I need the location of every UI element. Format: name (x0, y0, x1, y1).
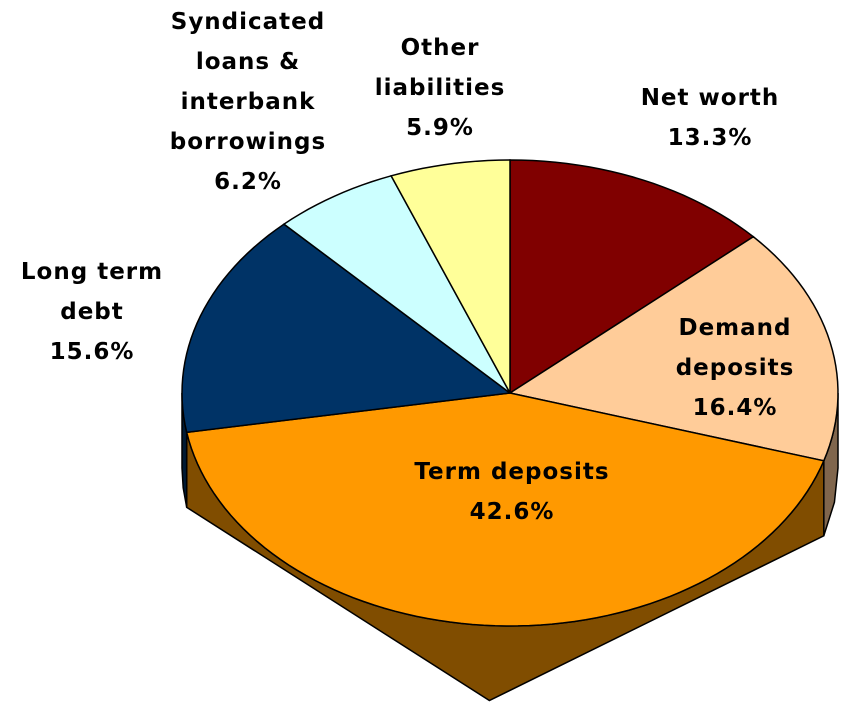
slice (508, 235, 839, 462)
category-label: Term deposits (414, 459, 610, 485)
slice (185, 392, 825, 627)
value-label: 15.6% (49, 339, 135, 365)
value-label: 13.3% (667, 125, 753, 151)
slice-label: Other liabilities 5.9% (370, 28, 510, 148)
value-label: 5.9% (406, 115, 474, 141)
slice-label: Net worth 13.3% (610, 78, 810, 158)
slice-label: Long term debt 15.6% (12, 252, 172, 372)
category-label: Net worth (640, 85, 780, 111)
value-label: 16.4% (692, 395, 778, 421)
category-label: Demand deposits (675, 315, 795, 381)
slice (181, 223, 512, 434)
value-label: 42.6% (469, 499, 555, 525)
slice (390, 159, 511, 394)
slice-label: Term deposits 42.6% (362, 452, 662, 532)
slice-label: Demand deposits 16.4% (650, 308, 820, 428)
slice (509, 159, 755, 395)
slice-label: Syndicated loans & interbank borrowings 6… (148, 2, 348, 202)
category-label: Other liabilities (374, 35, 506, 101)
value-label: 6.2% (214, 169, 282, 195)
category-label: Long term debt (20, 259, 164, 325)
slice (282, 174, 511, 394)
category-label: Syndicated loans & interbank borrowings (169, 9, 327, 155)
